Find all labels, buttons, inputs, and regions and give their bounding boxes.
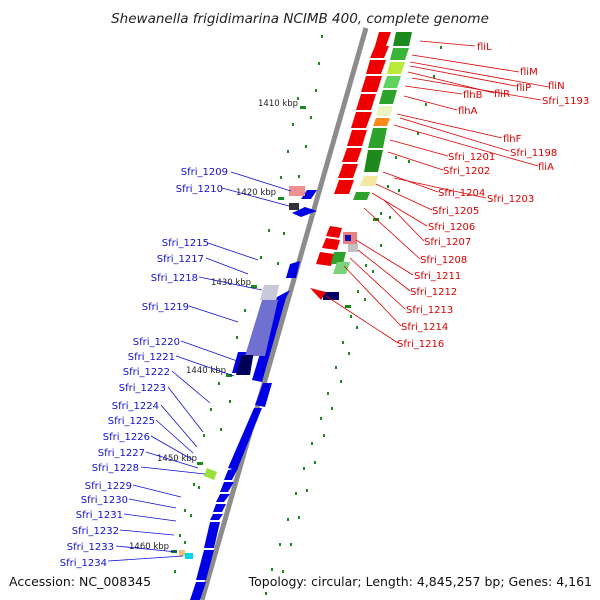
gene-label-flir[interactable]: fliR (494, 89, 510, 100)
ruler-label-1420: 1420 kbp (236, 188, 276, 198)
gene-label-sfri-1216[interactable]: Sfri_1216 (397, 339, 444, 350)
gene-label-sfri-1234[interactable]: Sfri_1234 (60, 558, 107, 569)
gene-label-sfri-1206[interactable]: Sfri_1206 (428, 222, 475, 233)
gene-label-sfri-1205[interactable]: Sfri_1205 (432, 206, 479, 217)
gene-label-sfri-1218[interactable]: Sfri_1218 (151, 273, 198, 284)
gene-label-sfri-1222[interactable]: Sfri_1222 (123, 367, 170, 378)
gene-label-sfri-1198[interactable]: Sfri_1198 (510, 148, 557, 159)
ruler-label-1450: 1450 kbp (157, 454, 197, 464)
gene-label-sfri-1207[interactable]: Sfri_1207 (424, 237, 471, 248)
gene-label-sfri-1202[interactable]: Sfri_1202 (443, 166, 490, 177)
gene-label-sfri-1233[interactable]: Sfri_1233 (67, 542, 114, 553)
ruler-label-1430: 1430 kbp (211, 278, 251, 288)
gene-label-sfri-1227[interactable]: Sfri_1227 (98, 448, 145, 459)
gene-label-sfri-1224[interactable]: Sfri_1224 (112, 401, 159, 412)
genome-backbone (199, 27, 369, 600)
gene-label-sfri-1209[interactable]: Sfri_1209 (181, 167, 228, 178)
gene-label-sfri-1201[interactable]: Sfri_1201 (448, 152, 495, 163)
gene-label-sfri-1211[interactable]: Sfri_1211 (414, 271, 461, 282)
gene-label-flha[interactable]: flhA (458, 106, 478, 117)
gene-label-sfri-1208[interactable]: Sfri_1208 (420, 255, 467, 266)
ruler-label-1460: 1460 kbp (129, 542, 169, 552)
gene-color-blocks (179, 32, 412, 559)
ruler-label-1440: 1440 kbp (186, 366, 226, 376)
gene-block-navy (236, 355, 253, 375)
right-connectors (325, 40, 550, 344)
left-connectors (107, 171, 292, 562)
topology-text: Topology: circular; Length: 4,845,257 bp… (248, 574, 592, 589)
gene-label-sfri-1212[interactable]: Sfri_1212 (410, 287, 457, 298)
gene-label-sfri-1225[interactable]: Sfri_1225 (108, 416, 155, 427)
gene-label-flhf[interactable]: flhF (503, 134, 522, 145)
ruler-labels: 1410 kbp 1420 kbp 1430 kbp 1440 kbp 1450… (129, 99, 298, 552)
gene-label-sfri-1214[interactable]: Sfri_1214 (401, 322, 448, 333)
gene-label-sfri-1219[interactable]: Sfri_1219 (142, 302, 189, 313)
gene-label-sfri-1204[interactable]: Sfri_1204 (438, 188, 485, 199)
gene-label-sfri-1229[interactable]: Sfri_1229 (85, 481, 132, 492)
gene-block-grey (260, 285, 279, 300)
map-title: Shewanella frigidimarina NCIMB 400, comp… (111, 11, 489, 27)
gene-label-flin[interactable]: fliN (548, 81, 565, 92)
right-gene-labels: fliL fliM fliN fliP fliR Sfri_1193 flhB … (397, 42, 589, 350)
gene-label-sfri-1230[interactable]: Sfri_1230 (81, 495, 128, 506)
ruler-label-1410: 1410 kbp (258, 99, 298, 109)
gene-label-sfri-1217[interactable]: Sfri_1217 (157, 254, 204, 265)
gene-label-sfri-1226[interactable]: Sfri_1226 (103, 432, 150, 443)
gene-label-flhb[interactable]: flhB (463, 90, 483, 101)
forward-strand-genes (190, 190, 339, 600)
accession-text: Accession: NC_008345 (9, 574, 151, 589)
gene-label-sfri-1213[interactable]: Sfri_1213 (406, 305, 453, 316)
gene-label-sfri-1228[interactable]: Sfri_1228 (92, 463, 139, 474)
gene-label-flia[interactable]: fliA (538, 162, 554, 173)
left-gene-labels: Sfri_1209 Sfri_1210 Sfri_1215 Sfri_1217 … (60, 167, 228, 569)
reverse-strand-genes (310, 32, 391, 300)
gene-label-sfri-1232[interactable]: Sfri_1232 (72, 526, 119, 537)
gene-label-flim[interactable]: fliM (520, 67, 538, 78)
dotted-tracks (174, 35, 442, 595)
gene-label-sfri-1221[interactable]: Sfri_1221 (128, 352, 175, 363)
gene-label-sfri-1203[interactable]: Sfri_1203 (487, 194, 534, 205)
gene-label-flip[interactable]: fliP (516, 83, 531, 94)
gene-label-sfri-1231[interactable]: Sfri_1231 (76, 510, 123, 521)
gene-label-sfri-1210[interactable]: Sfri_1210 (176, 184, 223, 195)
gene-label-sfri-1223[interactable]: Sfri_1223 (119, 383, 166, 394)
gene-label-sfri-1220[interactable]: Sfri_1220 (133, 337, 180, 348)
gene-label-sfri-1193[interactable]: Sfri_1193 (542, 96, 589, 107)
gene-label-flil[interactable]: fliL (477, 42, 492, 53)
gene-label-sfri-1215[interactable]: Sfri_1215 (162, 238, 209, 249)
gene-block-lavender (245, 300, 278, 356)
